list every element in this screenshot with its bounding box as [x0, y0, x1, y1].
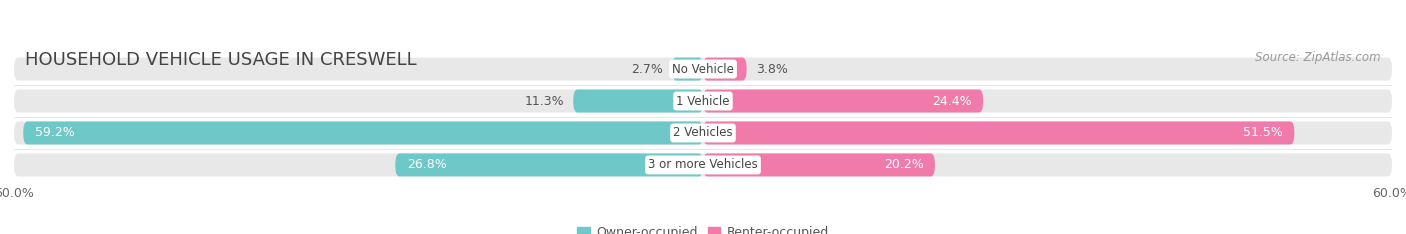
Text: Source: ZipAtlas.com: Source: ZipAtlas.com — [1256, 51, 1381, 65]
FancyBboxPatch shape — [703, 121, 1295, 144]
Text: 26.8%: 26.8% — [406, 158, 447, 172]
FancyBboxPatch shape — [24, 121, 703, 144]
Text: HOUSEHOLD VEHICLE USAGE IN CRESWELL: HOUSEHOLD VEHICLE USAGE IN CRESWELL — [25, 51, 416, 69]
Text: No Vehicle: No Vehicle — [672, 62, 734, 76]
FancyBboxPatch shape — [672, 58, 703, 80]
Text: 1 Vehicle: 1 Vehicle — [676, 95, 730, 107]
Text: 3.8%: 3.8% — [756, 62, 787, 76]
Text: 59.2%: 59.2% — [35, 127, 75, 139]
Legend: Owner-occupied, Renter-occupied: Owner-occupied, Renter-occupied — [572, 221, 834, 234]
FancyBboxPatch shape — [574, 90, 703, 113]
FancyBboxPatch shape — [14, 154, 1392, 176]
Text: 24.4%: 24.4% — [932, 95, 972, 107]
Text: 11.3%: 11.3% — [524, 95, 564, 107]
FancyBboxPatch shape — [14, 90, 1392, 113]
Text: 20.2%: 20.2% — [884, 158, 924, 172]
FancyBboxPatch shape — [703, 90, 983, 113]
Text: 3 or more Vehicles: 3 or more Vehicles — [648, 158, 758, 172]
Text: 51.5%: 51.5% — [1243, 127, 1282, 139]
Text: 2.7%: 2.7% — [631, 62, 662, 76]
Text: 2 Vehicles: 2 Vehicles — [673, 127, 733, 139]
FancyBboxPatch shape — [14, 58, 1392, 80]
FancyBboxPatch shape — [14, 121, 1392, 144]
FancyBboxPatch shape — [395, 154, 703, 176]
FancyBboxPatch shape — [703, 154, 935, 176]
FancyBboxPatch shape — [703, 58, 747, 80]
